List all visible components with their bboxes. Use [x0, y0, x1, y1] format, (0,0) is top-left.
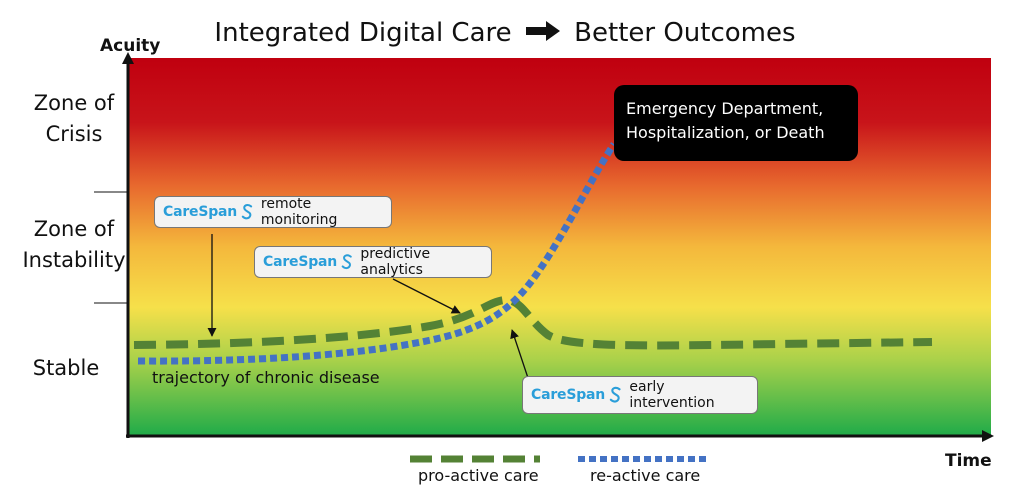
remote-monitoring-label: remote monitoring: [260, 196, 338, 228]
early-intervention-callout: CareSpan early intervention: [522, 376, 758, 414]
predictive-analytics-arrow: [392, 278, 461, 314]
diagram-title: Integrated Digital Care Better Outcomes: [0, 18, 1010, 48]
carespan-mark-icon: [341, 254, 352, 270]
trajectory-label: trajectory of chronic disease: [152, 368, 380, 387]
zone-crisis-label: Zone of Crisis: [33, 91, 115, 146]
zone-instability-label: Zone of Instability: [22, 217, 126, 272]
x-axis-label: Time: [945, 451, 992, 471]
predictive-analytics-label: predictive analytics: [360, 246, 431, 278]
legend-reactive-label: re-active care: [590, 466, 701, 485]
title-left: Integrated Digital Care: [214, 18, 512, 48]
carespan-mark-icon: [241, 204, 253, 220]
emergency-outcome-box: Emergency Department, Hospitalization, o…: [614, 85, 858, 161]
carespan-logo: CareSpan: [531, 387, 606, 403]
early-intervention-label: early intervention: [629, 379, 715, 411]
zone-stable-label: Stable: [32, 356, 100, 380]
early-intervention-arrow: [510, 329, 529, 379]
y-axis-label: Acuity: [100, 36, 161, 56]
legend-proactive-label: pro-active care: [418, 466, 539, 485]
carespan-mark-icon: [609, 386, 621, 403]
x-axis-arrow-icon: [982, 430, 994, 442]
carespan-logo: CareSpan: [163, 204, 238, 220]
proactive-care-curve: [133, 295, 933, 350]
predictive-analytics-callout: CareSpan predictive analytics: [254, 246, 492, 278]
remote-monitoring-callout: CareSpan remote monitoring: [154, 196, 392, 228]
carespan-logo: CareSpan: [263, 254, 338, 270]
y-axis-arrow-icon: [122, 52, 134, 64]
title-right: Better Outcomes: [574, 18, 796, 48]
right-arrow-icon: [525, 18, 560, 48]
reactive-care-curve: [137, 142, 617, 365]
